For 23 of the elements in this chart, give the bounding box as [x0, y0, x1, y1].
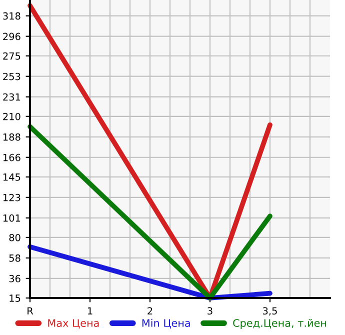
y-tick-label: 253 — [3, 72, 20, 80]
x-tick-label: 3 — [208, 307, 212, 315]
y-tick-label: 145 — [3, 174, 20, 181]
x-tick-label: 3,5 — [263, 307, 277, 316]
y-tick-label: 58 — [9, 254, 20, 262]
y-tick-label: 166 — [3, 154, 20, 162]
y-tick-label: 231 — [3, 93, 20, 101]
y-tick-label: 275 — [3, 52, 20, 60]
y-tick-label: 296 — [3, 32, 20, 40]
legend-label: Сред.Цена, т.йен — [233, 318, 326, 329]
x-tick-label: 2 — [148, 307, 152, 314]
y-tick-label: 101 — [3, 214, 20, 222]
x-tick-label: R — [28, 307, 34, 314]
y-tick-label: 188 — [3, 133, 20, 141]
y-tick-label: 15 — [10, 294, 20, 302]
y-tick-label: 36 — [9, 274, 20, 282]
x-tick-label: 1 — [88, 307, 92, 314]
legend-label: Max Цена — [48, 319, 99, 328]
y-tick-label: 318 — [3, 12, 20, 20]
y-tick-label: 80 — [9, 234, 20, 242]
legend-label: Min Цена — [142, 318, 190, 328]
y-tick-label: 123 — [3, 194, 20, 202]
y-tick-label: 210 — [3, 112, 20, 120]
